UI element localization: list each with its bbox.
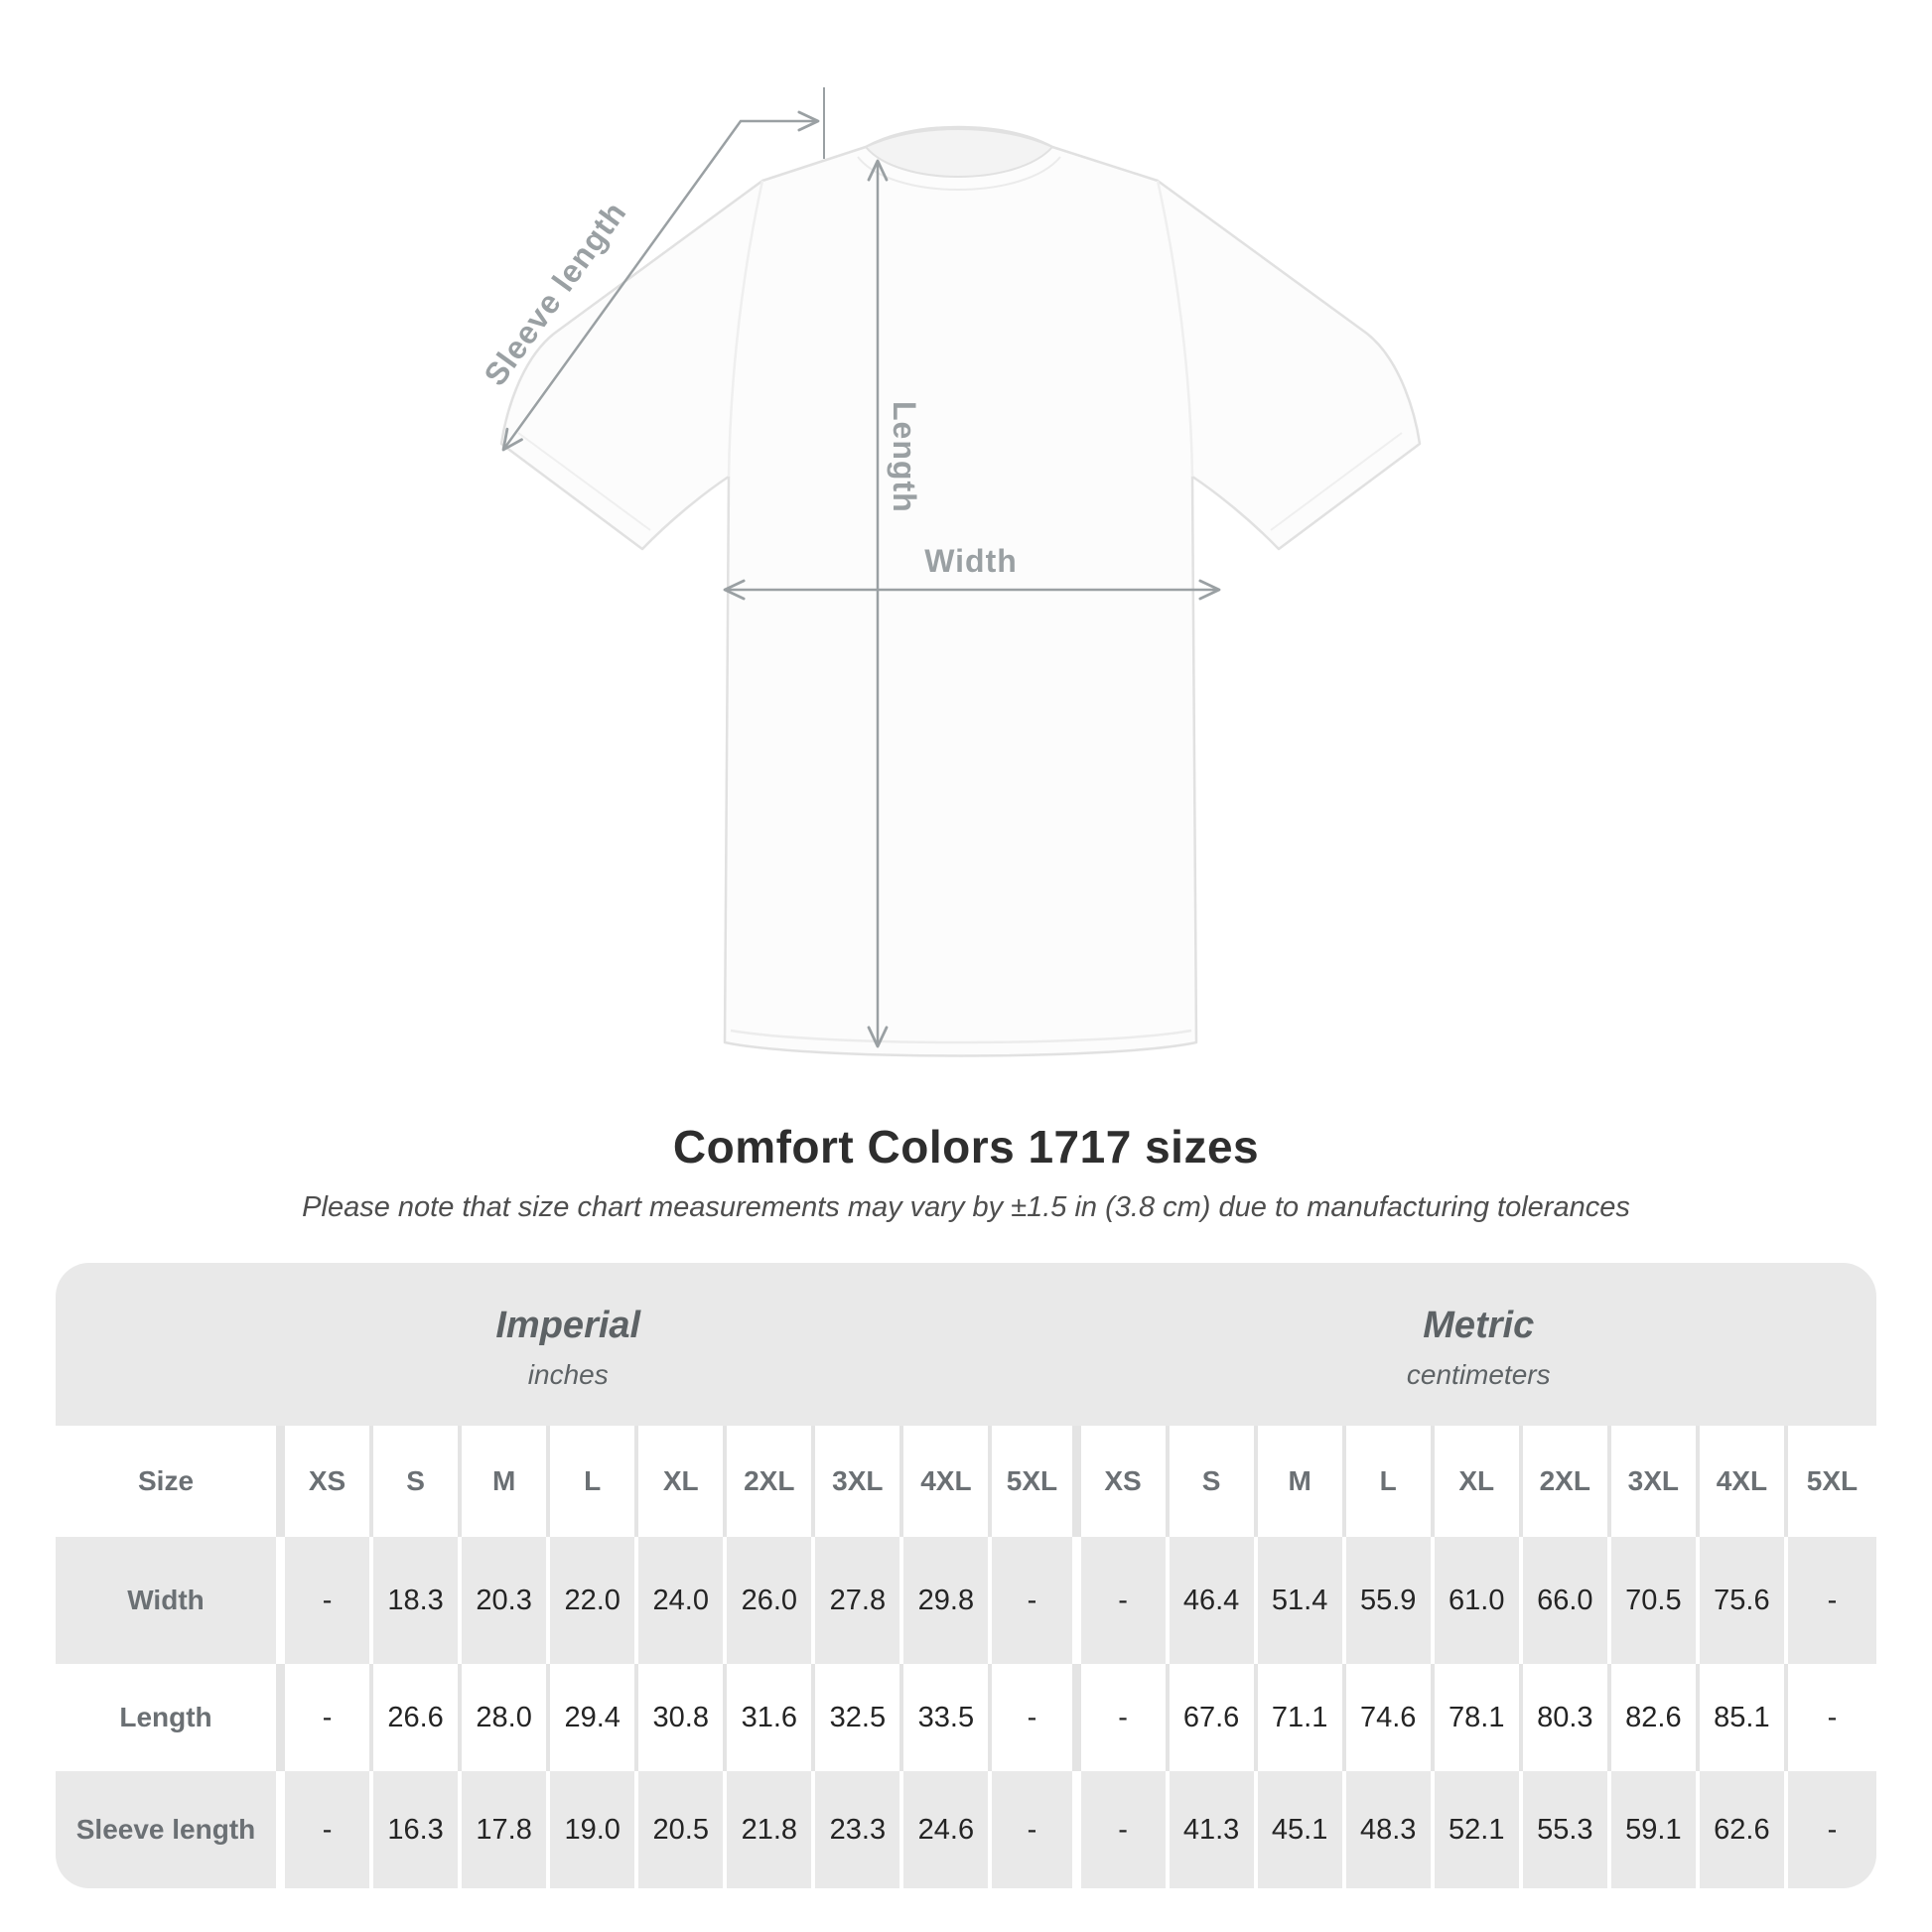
value-cell: 24.6 [903,1771,993,1888]
size-header-cell: XS [285,1426,374,1537]
value-cell: 21.8 [727,1771,816,1888]
row-label: Length [56,1664,285,1771]
tshirt-diagram: Sleeve length Length Width [477,87,1422,1057]
size-chart-table: Imperial inches Metric centimeters Size X… [56,1263,1876,1888]
value-cell: 82.6 [1610,1664,1700,1771]
value-cell: 62.6 [1699,1771,1788,1888]
value-cell: - [1787,1771,1876,1888]
size-header-cell: 5XL [1787,1426,1876,1537]
value-cell: - [992,1537,1081,1664]
value-cell: 30.8 [638,1664,728,1771]
value-cell: 71.1 [1257,1664,1346,1771]
value-cell: 17.8 [462,1771,551,1888]
width-label: Width [924,543,1018,579]
value-cell: 41.3 [1169,1771,1258,1888]
size-header-cell: 4XL [903,1426,993,1537]
value-cell: 55.3 [1522,1771,1611,1888]
value-cell: 19.0 [550,1771,639,1888]
value-cell: - [1787,1537,1876,1664]
size-header-cell: 5XL [992,1426,1081,1537]
value-cell: 22.0 [550,1537,639,1664]
value-cell: 20.5 [638,1771,728,1888]
row-label: Width [56,1537,285,1664]
value-cell: - [992,1664,1081,1771]
value-cell: 61.0 [1434,1537,1523,1664]
size-header-cell: S [1169,1426,1258,1537]
metric-title: Metric [1423,1304,1535,1346]
value-cell: - [285,1537,374,1664]
page-title: Comfort Colors 1717 sizes [672,1121,1260,1173]
value-cell: 46.4 [1169,1537,1258,1664]
metric-unit: centimeters [1406,1358,1551,1390]
value-cell: - [1080,1664,1170,1771]
length-label: Length [887,401,922,513]
value-cell: 26.6 [373,1664,463,1771]
imperial-section-header: Imperial inches [56,1263,1081,1426]
value-cell: 48.3 [1345,1771,1435,1888]
value-cell: - [285,1664,374,1771]
value-cell: 31.6 [727,1664,816,1771]
value-cell: 29.4 [550,1664,639,1771]
size-column-header: Size [56,1426,285,1537]
value-cell: 74.6 [1345,1664,1435,1771]
value-cell: 67.6 [1169,1664,1258,1771]
tolerance-note: Please note that size chart measurements… [302,1191,1630,1223]
value-cell: 28.0 [462,1664,551,1771]
value-cell: 75.6 [1699,1537,1788,1664]
value-cell: 55.9 [1345,1537,1435,1664]
value-cell: 27.8 [815,1537,904,1664]
size-header-cell: M [1257,1426,1346,1537]
value-cell: - [1080,1771,1170,1888]
tshirt-illustration [499,125,1422,1057]
value-cell: - [992,1771,1081,1888]
value-cell: 80.3 [1522,1664,1611,1771]
size-header-cell: 3XL [815,1426,904,1537]
value-cell: 33.5 [903,1664,993,1771]
value-cell: 23.3 [815,1771,904,1888]
size-header-cell: 2XL [1522,1426,1611,1537]
imperial-title: Imperial [495,1304,641,1346]
value-cell: 52.1 [1434,1771,1523,1888]
value-cell: - [1787,1664,1876,1771]
metric-section-header: Metric centimeters [1080,1263,1876,1426]
value-cell: 78.1 [1434,1664,1523,1771]
size-header-cell: 4XL [1699,1426,1788,1537]
size-header-cell: XL [1434,1426,1523,1537]
imperial-unit: inches [527,1358,609,1390]
value-cell: - [1080,1537,1170,1664]
row-label: Sleeve length [56,1771,285,1888]
value-cell: 26.0 [727,1537,816,1664]
value-cell: 85.1 [1699,1664,1788,1771]
value-cell: 29.8 [903,1537,993,1664]
size-header-cell: XS [1080,1426,1170,1537]
value-cell: 18.3 [373,1537,463,1664]
size-header-cell: S [373,1426,463,1537]
size-header-cell: XL [638,1426,728,1537]
size-header-cell: 3XL [1610,1426,1700,1537]
value-cell: 70.5 [1610,1537,1700,1664]
value-cell: - [285,1771,374,1888]
measurement-lines [501,87,1221,1048]
value-cell: 16.3 [373,1771,463,1888]
size-header-cell: L [550,1426,639,1537]
value-cell: 51.4 [1257,1537,1346,1664]
sleeve-length-arrow [501,110,820,452]
value-cell: 20.3 [462,1537,551,1664]
size-header-cell: L [1345,1426,1435,1537]
size-header-cell: M [462,1426,551,1537]
value-cell: 32.5 [815,1664,904,1771]
size-header-cell: 2XL [727,1426,816,1537]
title-block: Comfort Colors 1717 sizes Please note th… [0,1120,1932,1224]
value-cell: 66.0 [1522,1537,1611,1664]
value-cell: 45.1 [1257,1771,1346,1888]
value-cell: 59.1 [1610,1771,1700,1888]
value-cell: 24.0 [638,1537,728,1664]
